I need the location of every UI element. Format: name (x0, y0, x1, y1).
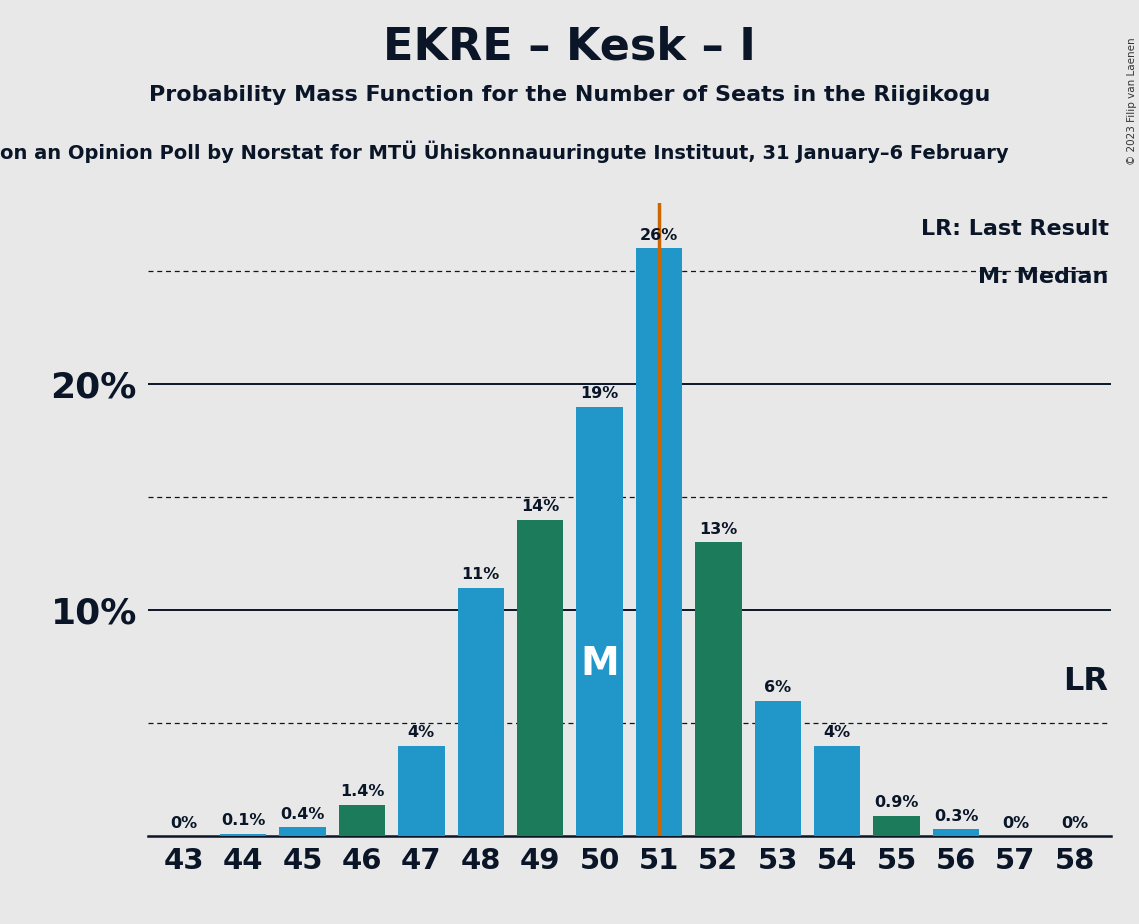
Text: 4%: 4% (823, 725, 851, 740)
Text: 14%: 14% (521, 499, 559, 514)
Text: M: Median: M: Median (978, 266, 1108, 286)
Bar (458, 588, 503, 836)
Bar (755, 700, 801, 836)
Text: LR: LR (1064, 665, 1108, 697)
Text: 0.3%: 0.3% (934, 808, 978, 824)
Bar (636, 249, 682, 836)
Bar (933, 830, 980, 836)
Bar (576, 407, 623, 836)
Bar (695, 542, 741, 836)
Bar (517, 519, 564, 836)
Bar (338, 805, 385, 836)
Text: 0.1%: 0.1% (221, 813, 265, 828)
Text: 4%: 4% (408, 725, 435, 740)
Text: 0%: 0% (1002, 816, 1029, 831)
Text: 1.4%: 1.4% (339, 784, 384, 799)
Bar (279, 827, 326, 836)
Bar (874, 816, 920, 836)
Text: 0%: 0% (1062, 816, 1089, 831)
Text: M: M (580, 646, 618, 684)
Text: 6%: 6% (764, 680, 792, 695)
Text: © 2023 Filip van Laenen: © 2023 Filip van Laenen (1126, 37, 1137, 164)
Text: 19%: 19% (581, 386, 618, 401)
Text: 26%: 26% (640, 228, 678, 243)
Text: 11%: 11% (461, 567, 500, 582)
Bar (220, 834, 267, 836)
Bar (399, 746, 444, 836)
Text: 0%: 0% (170, 816, 197, 831)
Text: 13%: 13% (699, 522, 738, 537)
Text: LR: Last Result: LR: Last Result (920, 219, 1108, 239)
Bar (814, 746, 860, 836)
Text: on an Opinion Poll by Norstat for MTÜ Ühiskonnauuringute Instituut, 31 January–6: on an Opinion Poll by Norstat for MTÜ Üh… (0, 140, 1009, 163)
Text: 0.4%: 0.4% (280, 807, 325, 821)
Text: Probability Mass Function for the Number of Seats in the Riigikogu: Probability Mass Function for the Number… (149, 85, 990, 105)
Text: 0.9%: 0.9% (875, 796, 919, 810)
Text: EKRE – Kesk – I: EKRE – Kesk – I (383, 26, 756, 69)
